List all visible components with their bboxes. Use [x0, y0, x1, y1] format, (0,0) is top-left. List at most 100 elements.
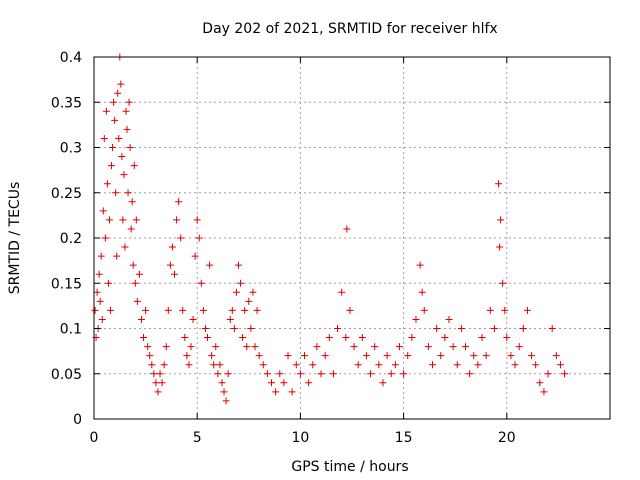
data-point [177, 234, 185, 242]
data-point [243, 343, 251, 351]
data-point [418, 288, 426, 296]
data-point [189, 315, 197, 323]
data-point [93, 288, 101, 296]
data-point [515, 343, 523, 351]
data-point [98, 315, 106, 323]
data-point [131, 279, 139, 287]
data-point [218, 379, 226, 387]
data-point [124, 189, 132, 197]
x-tick-label: 5 [193, 430, 202, 446]
data-point [523, 306, 531, 314]
data-point [253, 306, 261, 314]
data-point [280, 379, 288, 387]
data-point [234, 261, 242, 269]
data-point [230, 325, 238, 332]
data-point [152, 379, 160, 387]
data-point [162, 343, 170, 351]
data-point [292, 361, 300, 369]
data-point [224, 370, 232, 378]
data-point [97, 252, 105, 260]
data-point [404, 352, 412, 360]
data-point [191, 252, 199, 260]
data-point [358, 334, 366, 342]
data-point [214, 370, 222, 378]
data-point [387, 370, 395, 378]
data-point [362, 352, 370, 360]
data-point [170, 270, 178, 278]
data-point [371, 343, 379, 351]
data-point [338, 288, 346, 296]
y-tick-label: 0.35 [51, 95, 82, 111]
data-point [540, 388, 548, 396]
data-point [130, 162, 138, 170]
data-point [127, 225, 135, 233]
y-tick-label: 0.2 [60, 231, 82, 247]
data-point [204, 334, 212, 342]
data-point [474, 361, 482, 369]
data-point [263, 370, 271, 378]
data-point [284, 352, 292, 360]
x-tick-label: 10 [291, 430, 309, 446]
data-point [453, 361, 461, 369]
data-point [197, 279, 205, 287]
data-point [408, 334, 416, 342]
data-point [470, 352, 478, 360]
data-point [216, 361, 224, 369]
data-point [210, 361, 218, 369]
x-axis-label: GPS time / hours [291, 459, 408, 475]
data-point [462, 343, 470, 351]
data-point [296, 370, 304, 378]
y-axis-label: SRMTID / TECUs [7, 182, 23, 295]
data-point [428, 361, 436, 369]
data-point [441, 334, 449, 342]
data-point [96, 297, 104, 305]
data-point [251, 343, 259, 351]
data-point [490, 325, 498, 332]
data-point [288, 388, 296, 396]
data-point [317, 370, 325, 378]
data-point [350, 343, 358, 351]
data-point [544, 370, 552, 378]
data-point [561, 370, 569, 378]
data-point [118, 153, 126, 161]
data-point [148, 361, 156, 369]
data-point [195, 234, 203, 242]
data-point [375, 361, 383, 369]
data-point [135, 270, 143, 278]
data-point [114, 89, 122, 97]
data-point [158, 379, 166, 387]
data-point [503, 334, 511, 342]
data-point [367, 370, 375, 378]
data-point [548, 325, 556, 332]
data-point [245, 297, 253, 305]
data-point [193, 216, 201, 224]
data-point [305, 379, 313, 387]
data-point [528, 352, 536, 360]
data-point [144, 343, 152, 351]
data-point [395, 343, 403, 351]
data-point [412, 315, 420, 323]
data-point [104, 279, 112, 287]
data-point [212, 343, 220, 351]
data-point [309, 361, 317, 369]
data-point [507, 352, 515, 360]
data-point [237, 279, 245, 287]
data-point [383, 352, 391, 360]
data-point [313, 343, 321, 351]
data-point [552, 352, 560, 360]
data-point [445, 315, 453, 323]
data-point [115, 134, 123, 142]
data-point [478, 334, 486, 342]
data-point [125, 98, 133, 106]
data-point [108, 162, 116, 170]
data-point [466, 370, 474, 378]
data-point [536, 379, 544, 387]
y-tick-label: 0.25 [51, 186, 82, 202]
data-point [379, 379, 387, 387]
data-point [113, 252, 121, 260]
data-point [100, 134, 108, 142]
x-tick-label: 15 [395, 430, 413, 446]
data-point [185, 361, 193, 369]
data-point [268, 379, 276, 387]
